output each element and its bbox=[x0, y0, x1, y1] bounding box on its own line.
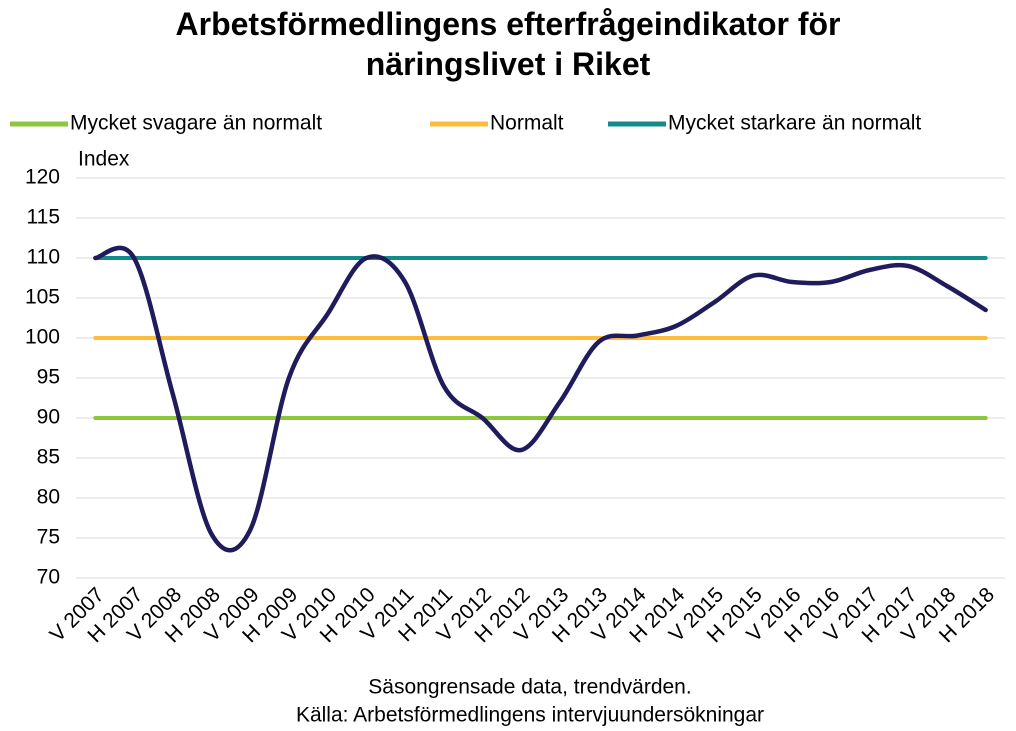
y-tick-label: 80 bbox=[37, 486, 60, 509]
y-tick-label: 120 bbox=[25, 166, 60, 189]
y-tick-label: 100 bbox=[25, 326, 60, 349]
y-tick-label: 110 bbox=[27, 246, 60, 269]
line bbox=[93, 245, 988, 553]
y-tick-label: 75 bbox=[37, 526, 60, 549]
x-axis-label: Säsongrensade data, trendvärden. bbox=[368, 676, 691, 699]
y-tick-label: 105 bbox=[25, 286, 60, 309]
legend-label: Normalt bbox=[490, 112, 564, 135]
y-tick-label: 95 bbox=[37, 366, 60, 389]
y-tick-label: 85 bbox=[37, 446, 60, 469]
legend-label: Mycket svagare än normalt bbox=[70, 112, 322, 135]
y-tick-label: 70 bbox=[37, 566, 60, 589]
y-axis-label: Index bbox=[78, 148, 130, 171]
y-tick-label: 115 bbox=[27, 206, 60, 229]
source: Källa: Arbetsförmedlingens intervjuunder… bbox=[296, 704, 764, 727]
legend-label: Mycket starkare än normalt bbox=[668, 112, 921, 135]
y-tick-label: 90 bbox=[37, 406, 60, 429]
chart-title: Arbetsförmedlingens efterfrågeindikator … bbox=[175, 6, 841, 82]
